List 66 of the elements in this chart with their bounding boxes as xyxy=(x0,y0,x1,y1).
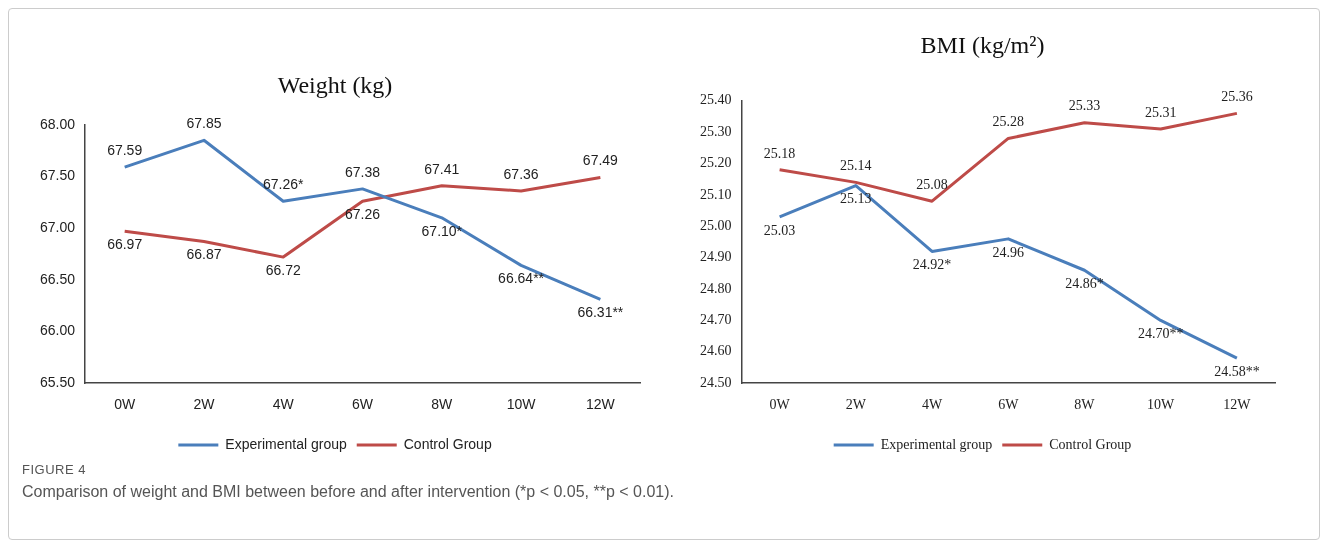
data-label: 67.38 xyxy=(344,163,381,180)
data-label: 67.41 xyxy=(424,160,460,177)
data-label: 25.03 xyxy=(763,222,796,238)
x-tick-label: 4W xyxy=(921,397,943,413)
x-tick-label: 8W xyxy=(1074,397,1096,413)
legend-label: Control Group xyxy=(403,435,492,452)
y-tick-label: 25.10 xyxy=(700,186,732,202)
x-tick-label: 0W xyxy=(114,396,136,413)
data-label: 24.92* xyxy=(912,257,952,273)
data-label: 67.49 xyxy=(582,152,619,169)
data-label: 67.10* xyxy=(421,222,463,239)
y-tick-label: 24.70 xyxy=(700,312,732,328)
data-label: 24.96 xyxy=(992,244,1024,260)
chart-title: BMI (kg/m²) xyxy=(920,31,1045,58)
data-label: 66.64** xyxy=(498,270,545,287)
data-label: 67.26* xyxy=(262,176,305,193)
legend-label: Experimental group xyxy=(880,436,993,452)
y-tick-label: 67.50 xyxy=(39,167,76,184)
x-tick-label: 10W xyxy=(506,396,537,413)
data-label: 67.36 xyxy=(503,165,539,182)
legend-label: Experimental group xyxy=(225,435,347,452)
data-label: 66.97 xyxy=(107,236,143,253)
x-tick-label: 4W xyxy=(272,396,295,413)
y-tick-label: 24.90 xyxy=(700,249,732,265)
chart-title: Weight (kg) xyxy=(277,71,393,98)
y-tick-label: 68.00 xyxy=(39,115,76,132)
y-tick-label: 24.80 xyxy=(700,280,732,296)
x-tick-label: 6W xyxy=(352,396,374,413)
data-label: 25.18 xyxy=(763,145,796,161)
data-label: 24.86* xyxy=(1065,275,1104,291)
data-label: 66.72 xyxy=(265,261,301,278)
data-label: 66.31** xyxy=(577,304,624,321)
y-tick-label: 24.60 xyxy=(700,343,732,359)
x-tick-label: 2W xyxy=(193,396,216,413)
data-label: 67.85 xyxy=(186,115,222,132)
x-tick-label: 0W xyxy=(769,397,791,413)
data-label: 25.08 xyxy=(916,176,948,192)
legend-label: Control Group xyxy=(1049,436,1132,452)
y-tick-label: 25.40 xyxy=(700,92,732,108)
x-tick-label: 12W xyxy=(585,396,616,413)
x-tick-label: 10W xyxy=(1147,397,1176,413)
data-label: 24.70** xyxy=(1137,326,1184,342)
data-label: 25.28 xyxy=(992,114,1024,130)
data-label: 67.26 xyxy=(344,206,381,223)
x-tick-label: 12W xyxy=(1223,397,1252,413)
data-label: 66.87 xyxy=(186,246,222,263)
y-tick-label: 65.50 xyxy=(39,374,76,391)
x-tick-label: 2W xyxy=(845,397,867,413)
data-label: 25.33 xyxy=(1068,98,1101,114)
data-label: 25.13 xyxy=(840,191,872,207)
y-tick-label: 25.00 xyxy=(700,217,732,233)
x-tick-label: 6W xyxy=(998,397,1020,413)
data-label: 67.59 xyxy=(107,142,143,159)
y-tick-label: 24.50 xyxy=(700,374,732,390)
y-tick-label: 25.20 xyxy=(700,155,732,171)
y-tick-label: 25.30 xyxy=(700,123,732,139)
y-tick-label: 67.00 xyxy=(39,219,76,236)
data-label: 25.31 xyxy=(1144,104,1177,120)
caption: FIGURE 4 xyxy=(22,462,87,477)
y-tick-label: 66.00 xyxy=(39,322,76,339)
y-tick-label: 66.50 xyxy=(39,270,76,287)
text: Comparison of weight and BMI between before and after intervention (*p < 0.05, **p < 0.01). xyxy=(22,483,674,501)
data-label: 24.58** xyxy=(1214,363,1260,379)
x-tick-label: 8W xyxy=(431,396,454,413)
data-label: 25.36 xyxy=(1221,89,1253,105)
data-label: 25.14 xyxy=(840,158,872,174)
